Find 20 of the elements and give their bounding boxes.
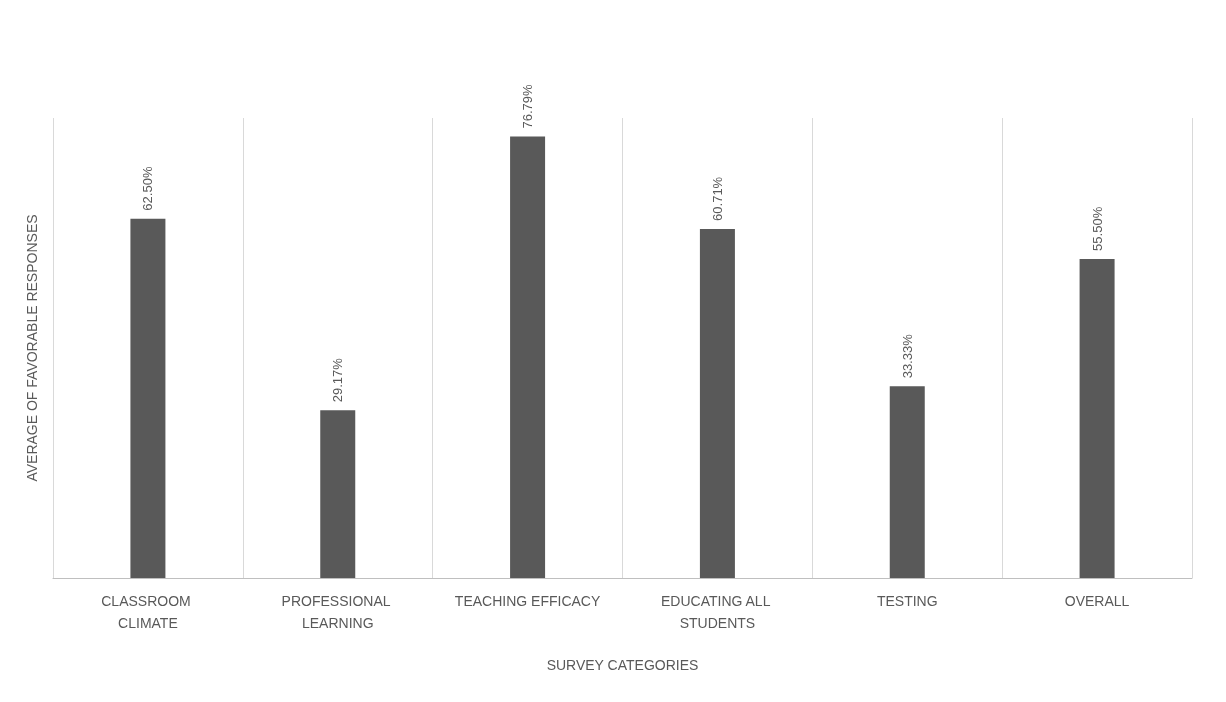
bar bbox=[699, 228, 735, 578]
bar bbox=[320, 410, 356, 578]
bar bbox=[1079, 258, 1115, 578]
data-label: 33.33% bbox=[899, 333, 915, 379]
data-label: 55.50% bbox=[1089, 206, 1105, 251]
y-axis-title: AVERAGE OF FAVORABLE RESPONSES bbox=[24, 214, 40, 482]
bar bbox=[889, 386, 925, 578]
data-label: 60.71% bbox=[709, 176, 725, 221]
x-tick-label: EDUCATING ALL STUDENTS bbox=[661, 593, 774, 631]
x-tick-label: TESTING bbox=[876, 593, 938, 609]
x-axis-title: SURVEY CATEGORIES bbox=[546, 657, 699, 673]
bar bbox=[130, 218, 166, 578]
data-label: 76.79% bbox=[520, 83, 536, 129]
bar bbox=[510, 136, 546, 578]
data-label: 29.17% bbox=[330, 357, 346, 403]
x-tick-label: PROFESSIONAL LEARNING bbox=[281, 593, 394, 631]
x-tick-label: TEACHING EFFICACY bbox=[454, 593, 601, 609]
x-tick-label: OVERALL bbox=[1064, 593, 1130, 609]
x-tick-label: CLASSROOM CLIMATE bbox=[101, 593, 195, 631]
data-label: 62.50% bbox=[140, 166, 156, 211]
